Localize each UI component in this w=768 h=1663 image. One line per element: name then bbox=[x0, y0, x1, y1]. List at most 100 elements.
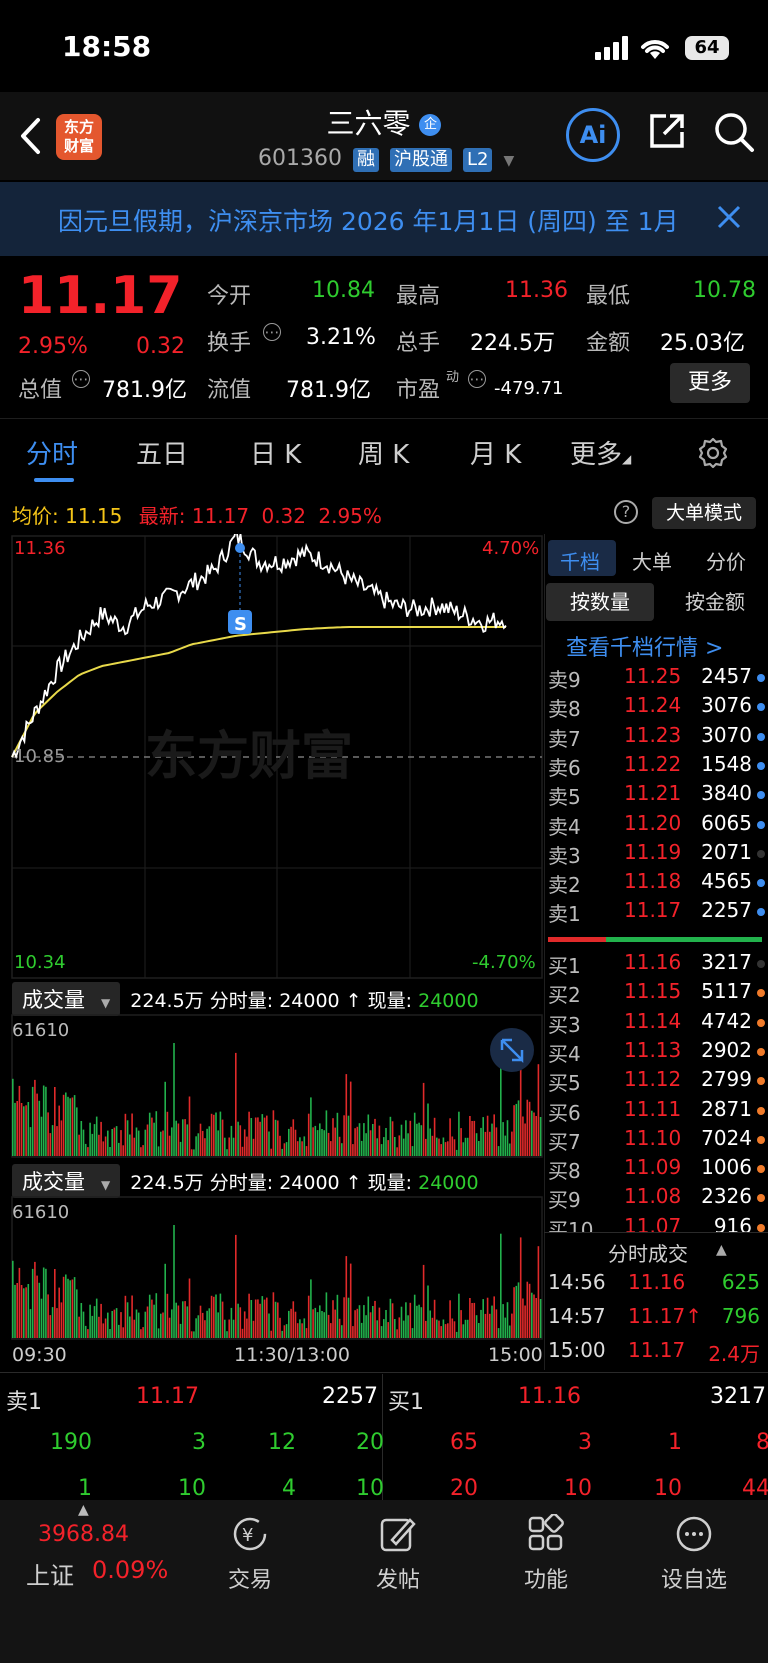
volume-bar bbox=[345, 1074, 348, 1156]
volume-bar bbox=[307, 1295, 310, 1338]
intraday-chart[interactable]: 东方财富 S 11.36 10.85 10.34 4.70% -4.70% bbox=[0, 534, 544, 980]
level-label: 卖1 bbox=[548, 902, 581, 927]
index-value[interactable]: 3968.84 bbox=[38, 1522, 129, 1547]
volume-bar bbox=[104, 1318, 107, 1338]
index-name[interactable]: 上证 bbox=[26, 1562, 74, 1590]
volume-bar bbox=[243, 1311, 246, 1338]
ask-row[interactable]: 卖1 11.17 2257 bbox=[546, 898, 768, 927]
volume-bar bbox=[140, 1147, 142, 1156]
level-price: 11.17 bbox=[624, 898, 682, 923]
by-amount-button[interactable]: 按金额 bbox=[685, 590, 745, 614]
volume-bar bbox=[464, 1137, 467, 1156]
volume-bar bbox=[190, 1149, 193, 1156]
volume-bar bbox=[140, 1329, 142, 1338]
bid-row[interactable]: 买9 11.08 2326 bbox=[546, 1184, 768, 1213]
volume-bar bbox=[398, 1135, 401, 1156]
tab-monthly-k[interactable]: 月 K bbox=[470, 440, 522, 470]
ask-row[interactable]: 卖9 11.25 2457 bbox=[546, 664, 768, 693]
sell-marker[interactable] bbox=[228, 610, 252, 634]
chevron-up-icon[interactable]: ▲ bbox=[716, 1242, 727, 1258]
nav-watchlist[interactable]: 设自选 bbox=[660, 1568, 727, 1593]
volume-chart-2[interactable]: 61610 bbox=[0, 1196, 544, 1340]
bid-row[interactable]: 买7 11.10 7024 bbox=[546, 1126, 768, 1155]
post-icon[interactable] bbox=[378, 1514, 418, 1554]
tab-five-day[interactable]: 五日 bbox=[136, 440, 189, 470]
volume-selector[interactable]: 成交量 ▼ bbox=[12, 982, 121, 1016]
volume-bar bbox=[91, 1315, 94, 1338]
volume-bar bbox=[321, 1129, 323, 1156]
ask-row[interactable]: 卖4 11.20 6065 bbox=[546, 811, 768, 840]
ask-row[interactable]: 卖7 11.23 3070 bbox=[546, 723, 768, 752]
volume-bar bbox=[146, 1306, 149, 1338]
ask-row[interactable]: 卖3 11.19 2071 bbox=[546, 840, 768, 869]
search-icon[interactable] bbox=[712, 110, 756, 154]
volume-bar bbox=[20, 1285, 23, 1338]
ask-row[interactable]: 卖8 11.24 3076 bbox=[546, 693, 768, 722]
volume-selector[interactable]: 成交量 ▼ bbox=[12, 1164, 121, 1198]
holiday-notice-banner[interactable]: 因元旦假期，沪深京市场 2026 年1月1日 (周四) 至 1月 bbox=[0, 182, 768, 256]
chevron-up-icon[interactable]: ▲ bbox=[78, 1502, 89, 1518]
volume-bar bbox=[102, 1323, 105, 1338]
tick-time: 14:56 bbox=[548, 1270, 606, 1294]
info-icon[interactable]: ⋯ bbox=[468, 370, 486, 388]
index-pct[interactable]: 0.09% bbox=[92, 1556, 169, 1584]
bid-row[interactable]: 买6 11.11 2871 bbox=[546, 1097, 768, 1126]
big-order-mode-button[interactable]: 大单模式 bbox=[652, 497, 756, 529]
tab-daily-k[interactable]: 日 K bbox=[250, 440, 302, 470]
more-quote-button[interactable]: 更多 bbox=[670, 363, 750, 403]
tab-weekly-k[interactable]: 周 K bbox=[358, 440, 410, 470]
bid-row[interactable]: 买3 11.14 4742 bbox=[546, 1009, 768, 1038]
volume-bar bbox=[133, 1137, 136, 1156]
bid-row[interactable]: 买10 11.07 916 bbox=[546, 1214, 768, 1232]
chevron-down-icon[interactable]: ▼ bbox=[503, 153, 515, 169]
tab-big-orders[interactable]: 大单 bbox=[632, 550, 672, 574]
volume-bar bbox=[491, 1305, 493, 1338]
tab-depth[interactable]: 千档 bbox=[560, 550, 600, 574]
tab-price-dist[interactable]: 分价 bbox=[706, 550, 746, 574]
settings-icon[interactable] bbox=[696, 436, 730, 470]
info-icon[interactable]: ⋯ bbox=[263, 323, 281, 341]
tab-intraday[interactable]: 分时 bbox=[26, 440, 79, 470]
level-volume: 2902 bbox=[701, 1037, 752, 1062]
volume-bar bbox=[188, 1278, 191, 1338]
bid-row[interactable]: 买1 11.16 3217 bbox=[546, 950, 768, 979]
nav-trade[interactable]: 交易 bbox=[227, 1568, 272, 1593]
help-icon[interactable]: ? bbox=[614, 500, 638, 524]
ask-row[interactable]: 卖5 11.21 3840 bbox=[546, 781, 768, 810]
notice-text: 因元旦假期，沪深京市场 2026 年1月1日 (周四) 至 1月 bbox=[58, 207, 679, 236]
bid-row[interactable]: 买4 11.13 2902 bbox=[546, 1038, 768, 1067]
tick-time: 14:57 bbox=[548, 1304, 606, 1328]
ask-row[interactable]: 卖2 11.18 4565 bbox=[546, 869, 768, 898]
functions-icon[interactable] bbox=[526, 1514, 566, 1554]
ai-button[interactable]: Ai bbox=[566, 108, 620, 162]
by-quantity-button[interactable]: 按数量 bbox=[546, 583, 654, 621]
nav-functions[interactable]: 功能 bbox=[523, 1568, 568, 1593]
volume-bar bbox=[330, 1141, 332, 1156]
market-cap-label: 总值 bbox=[18, 378, 63, 403]
trade-icon[interactable]: ¥ bbox=[230, 1514, 270, 1554]
volume-bar bbox=[489, 1131, 491, 1156]
volume-bar bbox=[528, 1101, 531, 1156]
info-icon[interactable]: ⋯ bbox=[72, 370, 90, 388]
tab-more[interactable]: 更多◢ bbox=[570, 440, 632, 470]
volume-selector-label: 成交量 bbox=[22, 1170, 85, 1194]
volume-bar bbox=[504, 1317, 507, 1338]
ticks-title[interactable]: 分时成交 bbox=[608, 1242, 688, 1266]
close-icon[interactable] bbox=[716, 204, 742, 230]
bid-row[interactable]: 买8 11.09 1006 bbox=[546, 1155, 768, 1184]
price-line bbox=[11, 534, 507, 760]
bid-row[interactable]: 买5 11.12 2799 bbox=[546, 1067, 768, 1096]
view-depth-link[interactable]: 查看千档行情 > bbox=[566, 636, 724, 661]
share-icon[interactable] bbox=[646, 110, 688, 152]
volume-chart-1[interactable]: 61610 bbox=[0, 1014, 544, 1158]
status-time: 18:58 bbox=[62, 30, 152, 63]
nav-post[interactable]: 发帖 bbox=[375, 1568, 420, 1593]
ask-row[interactable]: 卖6 11.22 1548 bbox=[546, 752, 768, 781]
back-icon[interactable] bbox=[18, 116, 42, 156]
bid-row[interactable]: 买2 11.15 5117 bbox=[546, 979, 768, 1008]
volume-bar bbox=[473, 1302, 476, 1338]
volume-bar bbox=[190, 1331, 193, 1338]
watchlist-icon[interactable] bbox=[674, 1514, 714, 1554]
logo-text-2: 财富 bbox=[63, 137, 94, 155]
volume-bar bbox=[162, 1130, 164, 1156]
